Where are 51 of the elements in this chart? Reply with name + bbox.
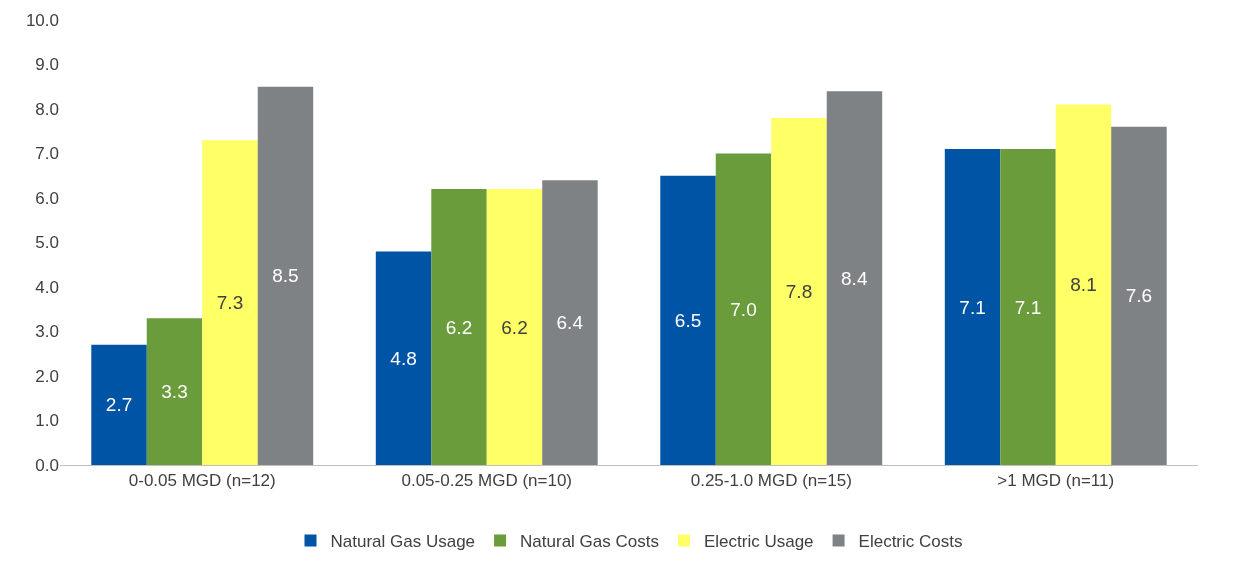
data-label: 7.0 <box>730 298 757 320</box>
bar <box>202 140 258 465</box>
y-tick-label: 5.0 <box>35 233 59 253</box>
bar <box>826 91 883 465</box>
y-tick-label: 0.0 <box>35 455 59 475</box>
bar <box>486 189 543 465</box>
data-label: 6.2 <box>445 316 473 338</box>
x-tick-label: 0.05-0.25 MGD (n=10) <box>401 471 573 491</box>
legend-label: Electric Usage <box>703 532 814 552</box>
data-label: 3.3 <box>161 381 188 403</box>
data-label: 7.8 <box>785 280 813 302</box>
data-label: 6.2 <box>501 316 528 338</box>
y-tick-label: 1.0 <box>35 411 59 431</box>
y-tick-label: 10.0 <box>25 10 59 30</box>
bar <box>91 344 147 465</box>
legend-label: Natural Gas Costs <box>520 532 659 552</box>
y-tick-label: 9.0 <box>35 55 59 75</box>
data-label: 7.1 <box>1014 296 1042 318</box>
y-tick-label: 8.0 <box>35 99 59 119</box>
data-label: 6.5 <box>674 309 702 331</box>
y-tick-label: 6.0 <box>35 188 59 208</box>
bar <box>1000 149 1056 465</box>
data-label: 4.8 <box>390 347 417 369</box>
bar <box>257 86 314 465</box>
data-label: 7.1 <box>959 296 986 318</box>
data-label: 8.5 <box>272 265 299 287</box>
x-tick-label: >1 MGD (n=11) <box>997 471 1115 491</box>
bar <box>375 251 432 465</box>
legend-label: Electric Costs <box>858 532 963 552</box>
legend-label: Natural Gas Usage <box>330 532 476 552</box>
data-label: 8.4 <box>841 267 868 289</box>
bar <box>660 175 716 465</box>
bar <box>715 153 772 465</box>
y-tick-label: 7.0 <box>35 144 59 164</box>
bar <box>1111 126 1167 465</box>
y-tick-label: 2.0 <box>35 366 59 386</box>
bar <box>431 189 487 465</box>
bar <box>1055 104 1112 465</box>
y-tick-label: 4.0 <box>35 277 59 297</box>
bar <box>542 180 598 465</box>
x-tick-label: 0.25-1.0 MGD (n=15) <box>690 471 852 491</box>
y-tick-label: 3.0 <box>35 322 59 342</box>
x-tick-label: 0-0.05 MGD (n=12) <box>128 471 276 491</box>
bar <box>944 149 1001 465</box>
data-label: 8.1 <box>1070 274 1097 296</box>
data-label: 7.6 <box>1125 285 1153 307</box>
data-label: 2.7 <box>105 394 133 416</box>
data-label: 6.4 <box>556 312 584 334</box>
bar <box>146 318 203 465</box>
data-label: 7.3 <box>216 292 244 314</box>
bar <box>771 117 827 465</box>
